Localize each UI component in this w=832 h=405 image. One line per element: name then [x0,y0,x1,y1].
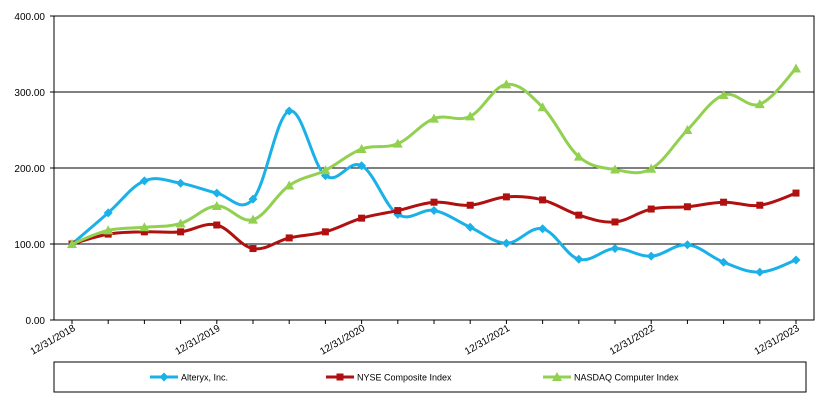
y-tick-label: 100.00 [14,240,45,251]
x-tick-label: 12/31/2018 [29,323,78,358]
data-point [429,206,439,216]
data-point [647,205,655,213]
data-point [719,257,729,267]
data-point [249,245,257,253]
series-nyse-composite-index [68,189,800,253]
legend-item-alteryx-inc: Alteryx, Inc. [150,372,228,383]
y-tick-label: 200.00 [14,164,45,175]
data-point [394,207,402,215]
data-point [683,203,691,211]
data-point [501,238,511,248]
data-point [466,201,474,209]
series-line [70,66,798,246]
grid-lines [53,15,815,321]
data-point [646,251,656,261]
data-point [321,228,329,236]
data-point [501,79,512,89]
legend-item-nasdaq-computer-index: NASDAQ Computer Index [543,372,679,383]
legend-marker [336,373,344,381]
y-tick-label: 300.00 [14,88,45,99]
data-point [285,234,293,242]
legend: Alteryx, Inc. NYSE Composite Index NASDAQ … [53,361,807,393]
data-point [646,163,657,173]
data-point [537,102,548,112]
data-point [103,225,114,235]
data-point [610,164,620,174]
data-point [175,218,186,228]
data-point [284,180,295,190]
data-point [139,176,149,186]
data-point [502,193,510,201]
x-tick-label: 12/31/2021 [463,323,512,358]
legend-box [53,361,807,393]
x-tick-label: 12/31/2022 [608,323,657,358]
legend-item-nyse-composite-index: NYSE Composite Index [326,373,452,383]
x-axis-ticks: 12/31/2018 12/31/2019 12/31/2020 12/31/2021… [29,320,802,358]
data-point [465,222,475,232]
legend-label: Alteryx, Inc. [181,373,228,383]
y-tick-label: 0.00 [26,316,46,327]
data-point [682,240,692,250]
data-point [754,99,765,109]
data-point [429,113,439,123]
data-point [358,214,366,222]
data-point [320,165,331,175]
data-point [720,198,728,206]
series-alteryx-inc [67,106,801,277]
data-point [248,194,258,204]
data-point [756,201,764,209]
data-point [248,214,258,224]
data-point [575,211,583,219]
y-axis-ticks: 0.00 100.00 200.00 300.00 400.00 [14,12,54,327]
x-tick-label: 12/31/2020 [318,323,367,358]
data-point [539,196,547,204]
data-point [792,189,800,197]
data-point [611,218,619,226]
data-point [176,178,186,188]
series-nasdaq-computer-index [67,63,801,248]
series-line [70,109,798,274]
data-point [610,244,620,254]
data-point [682,125,693,134]
data-point [67,239,77,248]
data-point [465,111,476,121]
data-point [718,90,729,100]
data-point [139,222,150,232]
series-group [67,63,801,277]
x-tick-label: 12/31/2023 [753,323,802,358]
data-point [430,198,438,206]
legend-marker [552,372,562,381]
data-point [357,161,367,171]
data-point [755,267,765,277]
data-point [791,255,801,265]
x-tick-label: 12/31/2019 [173,323,222,358]
data-point [213,221,221,229]
data-point [573,151,584,161]
data-point [538,224,548,234]
y-tick-label: 400.00 [14,12,45,23]
data-point [211,201,222,210]
data-point [574,254,584,264]
legend-label: NYSE Composite Index [357,373,452,383]
data-point [356,144,367,153]
data-point [791,63,801,73]
legend-label: NASDAQ Computer Index [574,373,679,383]
legend-marker [159,372,169,382]
data-point [212,188,222,198]
data-point [284,106,294,116]
data-point [392,138,403,148]
data-point [177,228,185,236]
data-point [103,208,113,218]
data-point [140,228,148,236]
